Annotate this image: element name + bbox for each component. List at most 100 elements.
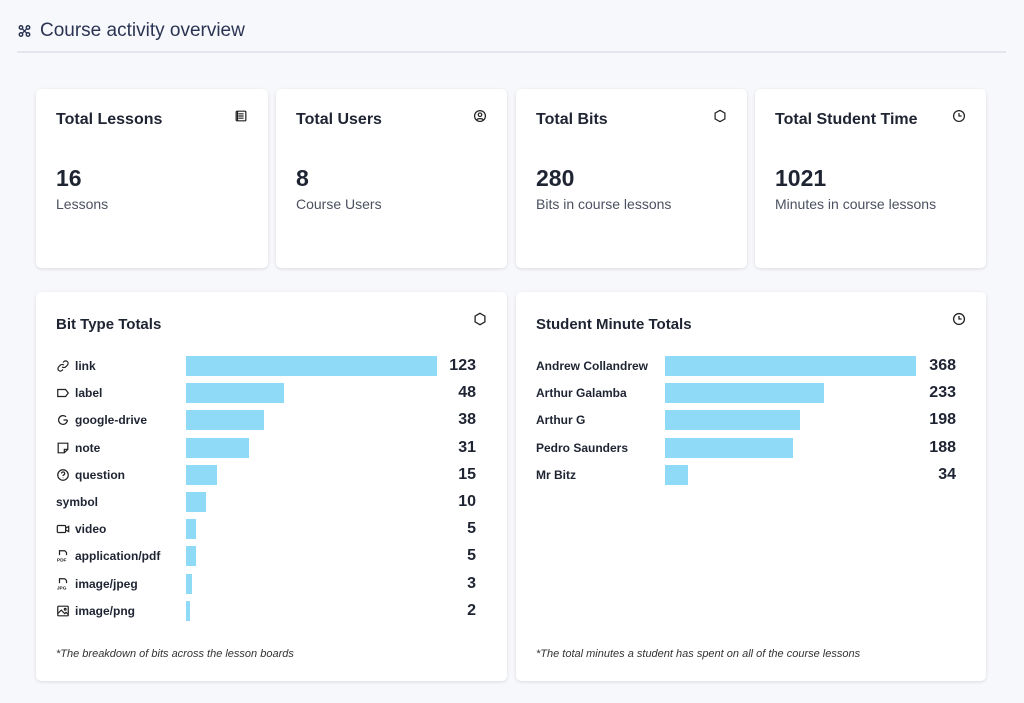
list-item: Mr Bitz 34: [536, 464, 956, 485]
lessons-icon: [235, 110, 247, 122]
row-label: image/jpeg: [75, 576, 138, 591]
stat-subtitle: Course Users: [296, 196, 382, 212]
value-bar: [186, 356, 437, 376]
value-bar: [665, 464, 689, 485]
row-value: 368: [929, 357, 956, 374]
row-label: question: [75, 467, 125, 482]
list-item: PDF application/pdf 5: [56, 546, 476, 567]
value-bar: [186, 410, 264, 431]
stat-value: 280: [536, 165, 575, 191]
list-item: Arthur Galamba 233: [536, 383, 956, 404]
link-icon: [57, 360, 69, 372]
student-minute-totals-card: Student Minute Totals Andrew Collandrew …: [516, 292, 986, 681]
list-item: link 123: [56, 356, 476, 376]
row-value: 3: [467, 574, 476, 592]
row-label: Arthur Galamba: [536, 386, 627, 401]
user-circle-icon: [473, 109, 487, 123]
list-item: label 48: [56, 383, 476, 404]
footnote: *The total minutes a student has spent o…: [536, 648, 861, 660]
row-label: google-drive: [75, 413, 148, 428]
value-bar: [665, 410, 801, 431]
hexagon-icon: [474, 312, 486, 326]
value-bar: [665, 383, 824, 404]
list-item: note 31: [56, 437, 476, 458]
row-label: link: [75, 359, 96, 373]
stat-subtitle: Bits in course lessons: [536, 196, 672, 212]
page-header: Course activity overview: [17, 18, 1006, 53]
stat-value: 1021: [775, 165, 827, 191]
row-value: 123: [449, 357, 476, 374]
value-bar: [665, 356, 916, 376]
value-bar: [665, 437, 794, 458]
jpg-icon: JPG: [57, 577, 68, 591]
row-label: label: [75, 386, 103, 401]
pdf-icon: PDF: [57, 550, 68, 564]
row-label: Mr Bitz: [536, 467, 576, 482]
stat-card-total-student-time: Total Student Time 1021 Minutes in cours…: [755, 89, 986, 268]
stat-title: Total Lessons: [56, 111, 163, 128]
row-value: 188: [929, 438, 956, 456]
tag-icon: [57, 389, 70, 398]
stat-subtitle: Lessons: [56, 196, 109, 212]
row-label: video: [75, 522, 107, 537]
row-label: symbol: [56, 495, 99, 509]
stat-value: 16: [56, 165, 82, 191]
list-item: symbol 10: [56, 492, 476, 512]
row-value: 5: [467, 547, 476, 565]
stat-card-total-bits: Total Bits 280 Bits in course lessons: [516, 89, 747, 268]
row-label: application/pdf: [75, 549, 161, 564]
list-item: google-drive 38: [56, 410, 476, 431]
row-label: image/png: [75, 603, 136, 618]
hexagon-icon: [714, 109, 726, 123]
google-icon: [58, 415, 68, 426]
value-bar: [186, 600, 191, 621]
list-item: Arthur G 198: [536, 410, 956, 431]
card-title: Student Minute Totals: [536, 316, 692, 333]
clock-icon: [952, 312, 966, 326]
svg-text:JPG: JPG: [57, 585, 67, 591]
clock-icon: [952, 109, 966, 123]
value-bar: [186, 437, 250, 458]
row-value: 31: [458, 438, 476, 456]
row-value: 2: [467, 601, 476, 619]
list-item: Pedro Saunders 188: [536, 437, 956, 458]
list-item: image/png 2: [56, 600, 476, 621]
stat-title: Total Student Time: [775, 111, 918, 128]
question-icon: [57, 468, 69, 481]
stat-title: Total Users: [296, 111, 382, 128]
stat-subtitle: Minutes in course lessons: [775, 196, 937, 212]
row-value: 5: [467, 520, 476, 538]
row-value: 233: [929, 384, 956, 402]
value-bar: [186, 492, 207, 512]
value-bar: [186, 573, 193, 594]
value-bar: [186, 519, 197, 540]
value-bar: [186, 546, 197, 567]
command-icon: [18, 25, 31, 37]
row-value: 34: [938, 465, 956, 483]
row-label: Arthur G: [536, 413, 586, 428]
row-value: 38: [458, 411, 476, 429]
card-title: Bit Type Totals: [56, 316, 162, 333]
page-title: Course activity overview: [40, 20, 245, 41]
list-item: video 5: [56, 519, 476, 540]
value-bar: [186, 383, 284, 404]
stat-value: 8: [296, 165, 309, 191]
note-icon: [57, 442, 69, 454]
row-value: 48: [458, 384, 476, 402]
row-label: Andrew Collandrew: [536, 359, 649, 373]
row-label: note: [75, 440, 101, 455]
footnote: *The breakdown of bits across the lesson…: [56, 648, 294, 660]
row-label: Pedro Saunders: [536, 440, 629, 455]
value-bar: [186, 464, 217, 485]
stat-card-total-lessons: Total Lessons 16 Lessons: [36, 89, 268, 268]
row-value: 15: [458, 465, 476, 483]
stat-card-total-users: Total Users 8 Course Users: [276, 89, 507, 268]
stat-title: Total Bits: [536, 111, 608, 128]
list-item: JPG image/jpeg 3: [56, 573, 476, 594]
row-value: 10: [458, 493, 476, 510]
svg-text:PDF: PDF: [57, 558, 67, 564]
list-item: question 15: [56, 464, 476, 485]
list-item: Andrew Collandrew 368: [536, 356, 956, 376]
bit-type-totals-card: Bit Type Totals link 123 label 48 google…: [36, 292, 507, 681]
image-icon: [57, 605, 69, 617]
